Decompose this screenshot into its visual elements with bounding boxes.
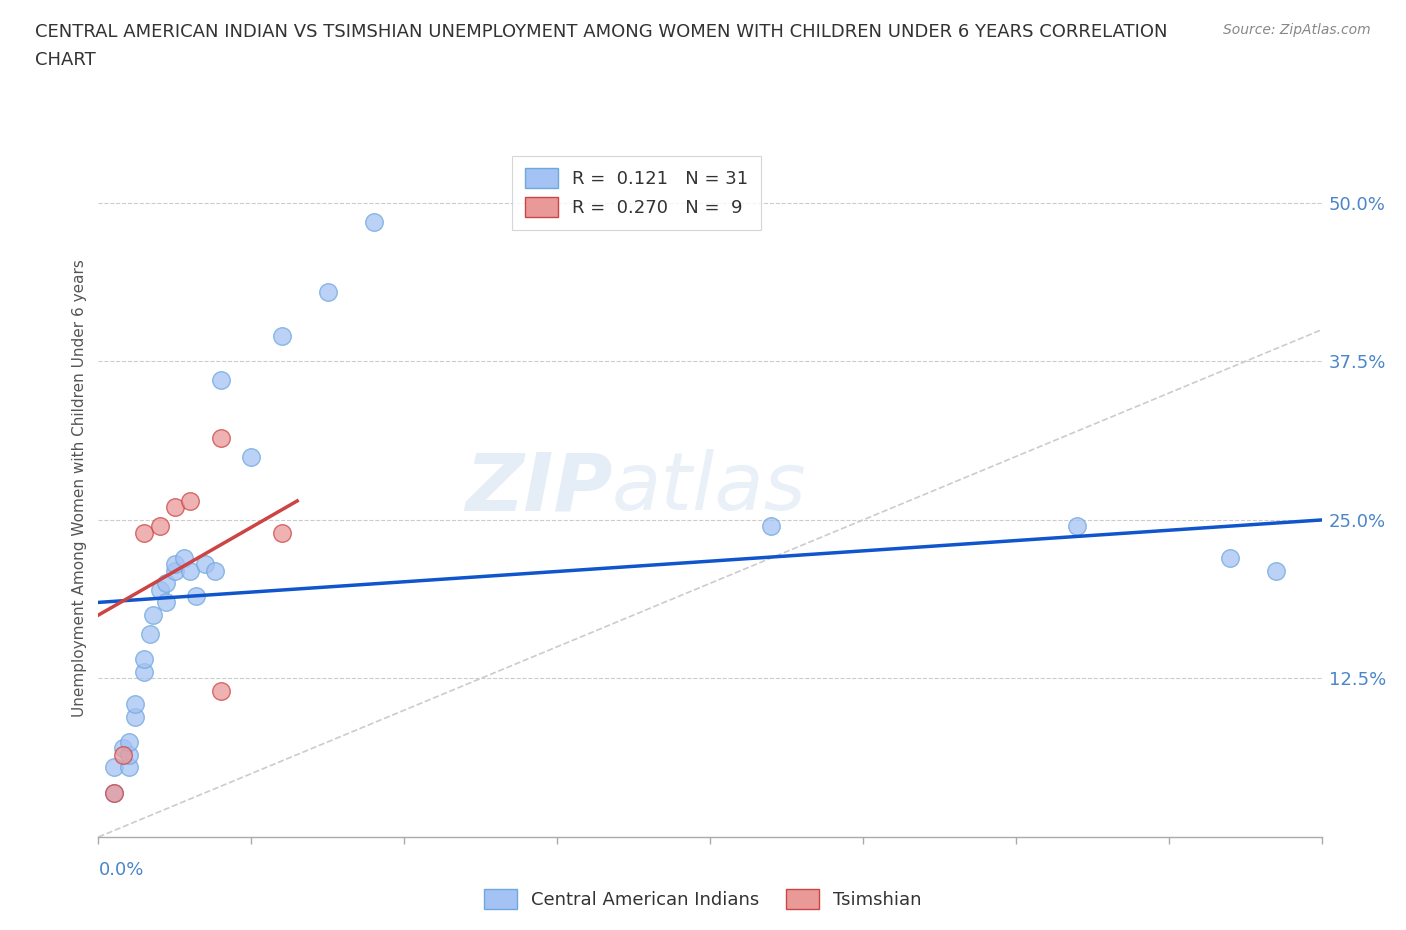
Text: ZIP: ZIP — [465, 449, 612, 527]
Point — [155, 595, 177, 610]
Point — [270, 525, 292, 540]
Point — [139, 627, 162, 642]
Legend: Central American Indians, Tsimshian: Central American Indians, Tsimshian — [477, 882, 929, 916]
Point — [134, 652, 156, 667]
Point — [103, 785, 125, 800]
Point — [111, 741, 134, 756]
Text: CENTRAL AMERICAN INDIAN VS TSIMSHIAN UNEMPLOYMENT AMONG WOMEN WITH CHILDREN UNDE: CENTRAL AMERICAN INDIAN VS TSIMSHIAN UNE… — [35, 23, 1167, 41]
Point — [179, 494, 201, 509]
Text: CHART: CHART — [35, 51, 96, 69]
Point — [124, 697, 146, 711]
Legend: R =  0.121   N = 31, R =  0.270   N =  9: R = 0.121 N = 31, R = 0.270 N = 9 — [512, 155, 761, 230]
Point — [155, 576, 177, 591]
Point — [173, 551, 195, 565]
Y-axis label: Unemployment Among Women with Children Under 6 years: Unemployment Among Women with Children U… — [72, 259, 87, 717]
Point — [118, 747, 141, 762]
Point — [103, 760, 125, 775]
Point — [316, 285, 339, 299]
Point — [209, 684, 232, 698]
Point — [118, 760, 141, 775]
Point — [1066, 519, 1088, 534]
Point — [149, 519, 172, 534]
Point — [103, 785, 125, 800]
Point — [186, 589, 208, 604]
Point — [209, 430, 232, 445]
Point — [194, 557, 217, 572]
Point — [204, 564, 226, 578]
Point — [111, 747, 134, 762]
Point — [270, 328, 292, 343]
Point — [209, 373, 232, 388]
Point — [363, 215, 385, 230]
Point — [124, 709, 146, 724]
Point — [1264, 564, 1286, 578]
Point — [134, 665, 156, 680]
Point — [240, 449, 263, 464]
Point — [134, 525, 156, 540]
Point — [149, 582, 172, 597]
Point — [179, 564, 201, 578]
Point — [163, 499, 186, 514]
Text: atlas: atlas — [612, 449, 807, 527]
Point — [163, 564, 186, 578]
Point — [118, 735, 141, 750]
Point — [142, 607, 165, 622]
Text: 0.0%: 0.0% — [98, 861, 143, 880]
Point — [1219, 551, 1241, 565]
Point — [759, 519, 782, 534]
Text: Source: ZipAtlas.com: Source: ZipAtlas.com — [1223, 23, 1371, 37]
Point — [163, 557, 186, 572]
